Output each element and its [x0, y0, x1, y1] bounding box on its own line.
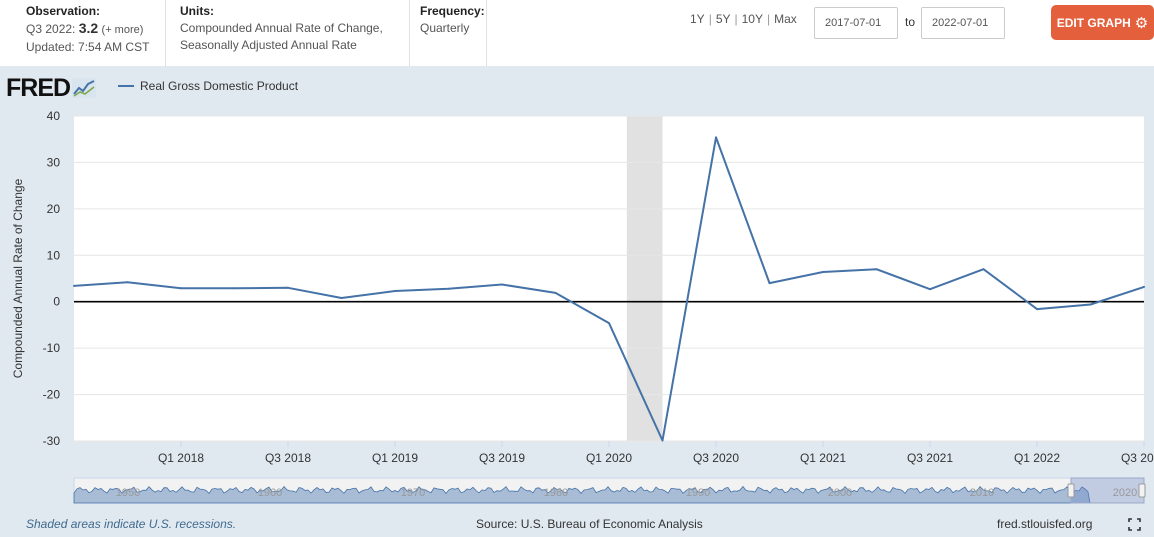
- data-point: [287, 286, 289, 289]
- plot-background: [74, 116, 1144, 441]
- legend-swatch: [118, 85, 134, 87]
- range-separator: |: [708, 12, 712, 26]
- frequency-value: Quarterly: [420, 21, 470, 35]
- units-panel: Units: Compounded Annual Rate of Change,…: [166, 0, 410, 66]
- navigator-label: 1980: [544, 487, 568, 499]
- range-max-button[interactable]: Max: [774, 12, 797, 26]
- y-tick-label: 0: [53, 295, 60, 309]
- range-separator: |: [766, 12, 771, 26]
- x-tick-label: Q1 2022: [1014, 451, 1060, 465]
- y-tick-label: 40: [47, 109, 61, 123]
- data-point: [875, 268, 878, 271]
- data-point: [73, 284, 75, 287]
- range-1y-button[interactable]: 1Y: [690, 12, 705, 26]
- x-tick-label: Q3 2018: [265, 451, 311, 465]
- observation-value: 3.2: [78, 20, 99, 36]
- range-10y-button[interactable]: 10Y: [741, 12, 763, 26]
- observation-more-link[interactable]: (+ more): [101, 24, 144, 36]
- x-tick-label: Q1 2020: [586, 451, 632, 465]
- range-separator: |: [734, 12, 738, 26]
- top-bar: Observation: Q3 2022: 3.2 (+ more) Updat…: [0, 0, 1154, 66]
- data-point: [1143, 285, 1145, 288]
- updated-time: Updated: 7:54 AM CST: [26, 40, 150, 54]
- recession-shading: [626, 116, 663, 441]
- data-point: [608, 322, 610, 325]
- range-5y-button[interactable]: 5Y: [715, 12, 731, 26]
- data-point: [340, 297, 343, 299]
- observation-value-line: Q3 2022: 3.2 (+ more): [26, 20, 165, 39]
- legend-series-label: Real Gross Domestic Product: [140, 79, 299, 93]
- data-point: [180, 287, 182, 290]
- navigator-label: 2020: [1113, 487, 1137, 499]
- observation-panel: Observation: Q3 2022: 3.2 (+ more) Updat…: [0, 0, 166, 66]
- chart-legend[interactable]: Real Gross Domestic Product: [118, 79, 298, 93]
- y-axis-label: Compounded Annual Rate of Change: [11, 178, 25, 378]
- y-tick-label: -20: [43, 388, 61, 402]
- y-tick-label: -30: [43, 434, 61, 448]
- data-point: [768, 282, 771, 285]
- navigator-series: [73, 485, 1091, 504]
- edit-graph-button[interactable]: EDIT GRAPH ⚙: [1051, 5, 1154, 40]
- x-tick-label: Q3 2021: [907, 451, 953, 465]
- data-point: [1089, 303, 1092, 306]
- navigator-selection: [1070, 477, 1145, 504]
- navigator-label: 2000: [828, 487, 852, 499]
- y-tick-label: 30: [47, 155, 61, 169]
- x-tick-label: Q1 2018: [158, 451, 204, 465]
- start-date-input[interactable]: [814, 7, 898, 39]
- range-buttons: 1Y | 5Y | 10Y | Max: [690, 12, 797, 26]
- x-tick-label: Q1 2019: [372, 451, 418, 465]
- units-line-1: Compounded Annual Rate of Change,: [180, 21, 383, 35]
- data-point: [929, 288, 931, 291]
- fred-logo[interactable]: FRED: [6, 74, 97, 103]
- data-point: [1036, 308, 1038, 311]
- data-point: [822, 271, 824, 273]
- navigator-label: 1990: [686, 487, 710, 499]
- end-date-input[interactable]: [921, 7, 1005, 39]
- navigator-label: 1970: [401, 487, 425, 499]
- navigator-label: 2010: [970, 487, 994, 499]
- data-point: [715, 136, 717, 139]
- chart-logo-icon: [72, 78, 97, 98]
- data-point: [661, 439, 664, 442]
- navigator-handle-left[interactable]: [1067, 483, 1075, 498]
- to-label: to: [905, 15, 916, 29]
- data-point: [501, 283, 503, 286]
- source-note: Source: U.S. Bureau of Economic Analysis: [476, 517, 703, 531]
- navigator-handle-right[interactable]: [1138, 483, 1146, 498]
- y-tick-label: -10: [43, 341, 61, 355]
- observation-period: Q3 2022:: [26, 22, 76, 36]
- units-label: Units:: [180, 4, 214, 18]
- x-tick-label: Q3 2020: [693, 451, 739, 465]
- gear-icon: ⚙: [1134, 14, 1149, 32]
- data-point: [126, 281, 129, 284]
- frequency-label: Frequency:: [420, 4, 485, 18]
- recession-note: Shaded areas indicate U.S. recessions.: [26, 517, 237, 531]
- fred-logo-text: FRED: [6, 74, 71, 102]
- x-tick-label: Q1 2021: [800, 451, 846, 465]
- y-tick-label: 10: [47, 248, 61, 262]
- x-tick-label: Q3 2022: [1121, 451, 1154, 465]
- data-point: [982, 268, 985, 271]
- data-point: [554, 291, 557, 294]
- site-link[interactable]: fred.stlouisfed.org: [997, 517, 1093, 531]
- data-point: [233, 287, 236, 290]
- navigator-label: 1950: [116, 487, 140, 499]
- units-line-2: Seasonally Adjusted Annual Rate: [180, 38, 357, 52]
- data-point: [447, 287, 450, 290]
- x-tick-label: Q3 2019: [479, 451, 525, 465]
- fullscreen-icon[interactable]: [1128, 518, 1141, 531]
- data-point: [394, 290, 396, 293]
- edit-graph-label: EDIT GRAPH: [1056, 15, 1131, 30]
- navigator-label: 1960: [258, 487, 282, 499]
- y-tick-label: 20: [47, 202, 61, 216]
- frequency-panel: Frequency: Quarterly: [410, 0, 487, 66]
- observation-label: Observation:: [26, 4, 101, 18]
